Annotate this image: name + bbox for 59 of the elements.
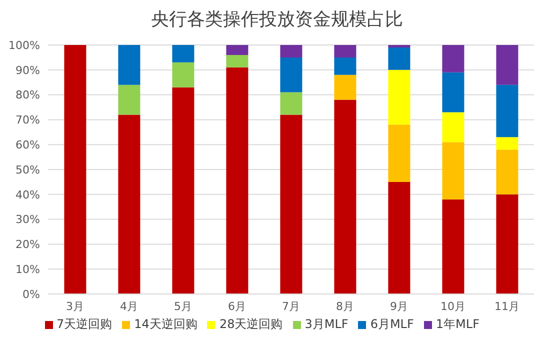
chart-title: 央行各类操作投放资金规模占比 (150, 8, 404, 32)
bar (496, 137, 518, 150)
x-tick-label: 11月 (494, 300, 520, 313)
bar (442, 142, 464, 200)
x-tick-label: 4月 (120, 300, 138, 313)
bar (172, 62, 194, 88)
bar (496, 84, 518, 138)
x-tick-label: 3月 (66, 300, 84, 313)
bar (280, 45, 302, 58)
x-tick-label: 9月 (390, 300, 408, 313)
bar (334, 100, 356, 294)
bar (226, 67, 248, 294)
bar (118, 114, 140, 294)
bar (442, 199, 464, 294)
bar (64, 45, 86, 294)
y-tick-label: 50% (16, 163, 40, 176)
bar (496, 45, 518, 85)
bar (334, 57, 356, 75)
x-tick-label: 10月 (440, 300, 466, 313)
bar (172, 45, 194, 62)
bar (280, 114, 302, 294)
bar (388, 70, 410, 125)
legend-label: 14天逆回购 (134, 317, 198, 331)
y-tick-label: 60% (16, 138, 40, 152)
y-tick-label: 100% (8, 38, 40, 52)
bar (442, 72, 464, 112)
bar (226, 54, 248, 68)
x-tick-label: 8月 (336, 300, 354, 313)
bar (226, 45, 248, 55)
bar (442, 45, 464, 72)
y-tick-label: 70% (16, 114, 40, 127)
y-tick-label: 0% (22, 288, 40, 301)
bar (280, 57, 302, 92)
legend-label: 7天逆回购 (56, 317, 112, 331)
y-tick-label: 40% (16, 188, 40, 202)
x-tick-label: 6月 (228, 300, 246, 313)
legend-label: 3月MLF (304, 317, 348, 331)
bar (496, 194, 518, 294)
y-tick-label: 10% (16, 263, 40, 276)
bar (118, 84, 140, 115)
x-tick-label: 7月 (282, 300, 300, 313)
bar (388, 124, 410, 182)
bar (388, 182, 410, 294)
x-tick-label: 5月 (174, 300, 192, 313)
bar (118, 45, 140, 85)
bar (442, 112, 464, 142)
legend-label: 1年MLF (436, 317, 480, 331)
bar (496, 150, 518, 194)
bar (334, 45, 356, 58)
bar (388, 47, 410, 70)
bar (280, 92, 302, 115)
legend-label: 6月MLF (370, 317, 414, 331)
bar (172, 87, 194, 294)
legend-label: 28天逆回购 (219, 317, 283, 331)
y-tick-label: 90% (16, 64, 40, 77)
y-tick-label: 80% (16, 88, 40, 102)
y-tick-label: 20% (16, 238, 40, 252)
bar (334, 74, 356, 100)
y-tick-label: 30% (16, 213, 40, 226)
